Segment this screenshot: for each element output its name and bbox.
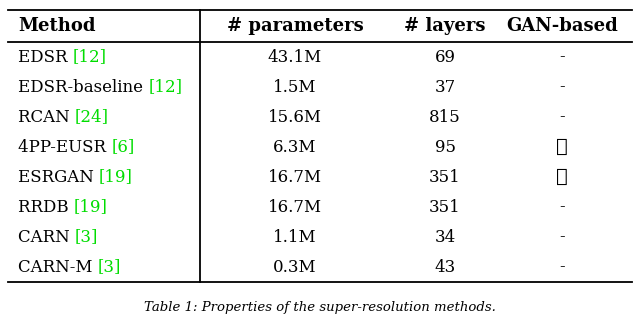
Text: Method: Method (18, 17, 95, 35)
Text: 1.5M: 1.5M (273, 78, 317, 95)
Text: 4PP-EUSR: 4PP-EUSR (18, 138, 111, 155)
Text: [19]: [19] (74, 198, 108, 216)
Text: [6]: [6] (111, 138, 134, 155)
Text: CARN: CARN (18, 228, 75, 246)
Text: Table 1: Properties of the super-resolution methods.: Table 1: Properties of the super-resolut… (144, 301, 496, 315)
Text: [3]: [3] (75, 228, 99, 246)
Text: -: - (559, 198, 565, 216)
Text: 15.6M: 15.6M (268, 108, 322, 125)
Text: 95: 95 (435, 138, 456, 155)
Text: 16.7M: 16.7M (268, 168, 322, 186)
Text: 351: 351 (429, 198, 461, 216)
Text: -: - (559, 228, 565, 246)
Text: RRDB: RRDB (18, 198, 74, 216)
Text: 69: 69 (435, 48, 456, 65)
Text: [12]: [12] (148, 78, 182, 95)
Text: 43.1M: 43.1M (268, 48, 322, 65)
Text: RCAN: RCAN (18, 108, 75, 125)
Text: -: - (559, 258, 565, 276)
Text: 16.7M: 16.7M (268, 198, 322, 216)
Text: 37: 37 (435, 78, 456, 95)
Text: 351: 351 (429, 168, 461, 186)
Text: [24]: [24] (75, 108, 109, 125)
Text: GAN-based: GAN-based (506, 17, 618, 35)
Text: 34: 34 (435, 228, 456, 246)
Text: -: - (559, 48, 565, 65)
Text: EDSR: EDSR (18, 48, 73, 65)
Text: ✓: ✓ (556, 168, 568, 186)
Text: [19]: [19] (99, 168, 133, 186)
Text: 1.1M: 1.1M (273, 228, 317, 246)
Text: -: - (559, 108, 565, 125)
Text: 43: 43 (435, 258, 456, 276)
Text: [12]: [12] (73, 48, 107, 65)
Text: # layers: # layers (404, 17, 486, 35)
Text: [3]: [3] (98, 258, 121, 276)
Text: EDSR-baseline: EDSR-baseline (18, 78, 148, 95)
Text: -: - (559, 78, 565, 95)
Text: CARN-M: CARN-M (18, 258, 98, 276)
Text: 6.3M: 6.3M (273, 138, 317, 155)
Text: 815: 815 (429, 108, 461, 125)
Text: ESRGAN: ESRGAN (18, 168, 99, 186)
Text: # parameters: # parameters (227, 17, 364, 35)
Text: ✓: ✓ (556, 138, 568, 156)
Text: 0.3M: 0.3M (273, 258, 317, 276)
